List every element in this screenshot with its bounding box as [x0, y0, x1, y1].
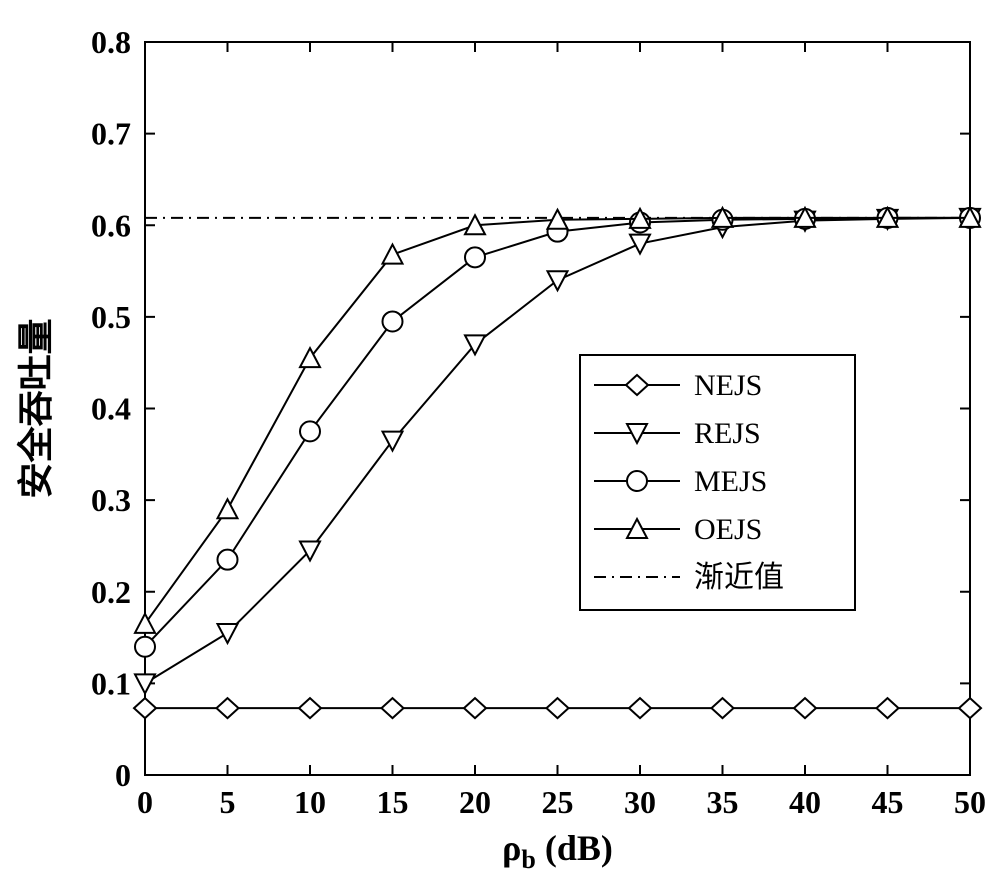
diamond-marker: [877, 698, 899, 718]
diamond-marker: [712, 698, 734, 718]
y-tick-label: 0.7: [91, 116, 131, 152]
legend-label: NEJS: [694, 369, 762, 402]
diamond-marker: [959, 698, 981, 718]
x-tick-label: 45: [872, 784, 904, 820]
diamond-marker: [134, 698, 156, 718]
chart-container: 0 5 10 15 20 25 30 35 40 45 50 0 0.1 0.2 0.3 0.4 0.5 0.6 0…: [0, 0, 1000, 889]
legend-label: OEJS: [694, 513, 762, 546]
x-tick-label: 30: [624, 784, 656, 820]
triangle-down-marker: [548, 271, 568, 290]
y-tick-label: 0: [115, 757, 131, 793]
x-tick-label: 10: [294, 784, 326, 820]
triangle-up-marker: [218, 499, 238, 518]
triangle-down-marker: [630, 235, 650, 254]
diamond-marker: [629, 698, 651, 718]
x-tick-label: 35: [707, 784, 739, 820]
triangle-down-marker: [383, 432, 403, 451]
x-tick-label: 5: [220, 784, 236, 820]
x-tick-label: 20: [459, 784, 491, 820]
diamond-marker: [299, 698, 321, 718]
y-tick-label: 0.2: [91, 574, 131, 610]
x-tick-label: 15: [377, 784, 409, 820]
y-tick-label: 0.3: [91, 482, 131, 518]
diamond-marker: [464, 698, 486, 718]
circle-marker: [627, 471, 647, 491]
circle-marker: [135, 637, 155, 657]
triangle-up-marker: [300, 348, 320, 367]
y-tick-label: 0.5: [91, 299, 131, 335]
line-chart: 0 5 10 15 20 25 30 35 40 45 50 0 0.1 0.2 0.3 0.4 0.5 0.6 0…: [0, 0, 1000, 889]
diamond-marker: [794, 698, 816, 718]
circle-marker: [383, 311, 403, 331]
triangle-up-marker: [383, 245, 403, 264]
circle-marker: [218, 550, 238, 570]
legend-label: 渐近值: [694, 561, 784, 594]
circle-marker: [300, 421, 320, 441]
legend-label: MEJS: [694, 465, 767, 498]
diamond-marker: [382, 698, 404, 718]
x-tick-label: 25: [542, 784, 574, 820]
y-tick-label: 0.1: [91, 665, 131, 701]
y-tick-label: 0.6: [91, 207, 131, 243]
circle-marker: [465, 247, 485, 267]
legend-label: REJS: [694, 417, 761, 450]
diamond-marker: [547, 698, 569, 718]
x-tick-label: 50: [954, 784, 986, 820]
y-tick-label: 0.8: [91, 24, 131, 60]
x-axis-label: ρb (dB): [502, 828, 613, 874]
x-tick-label: 40: [789, 784, 821, 820]
y-axis-label: 安全吞吐量: [15, 318, 56, 498]
triangle-down-marker: [218, 624, 238, 643]
triangle-up-marker: [135, 614, 155, 633]
diamond-marker: [217, 698, 239, 718]
y-tick-label: 0.4: [91, 391, 131, 427]
x-tick-label: 0: [137, 784, 153, 820]
